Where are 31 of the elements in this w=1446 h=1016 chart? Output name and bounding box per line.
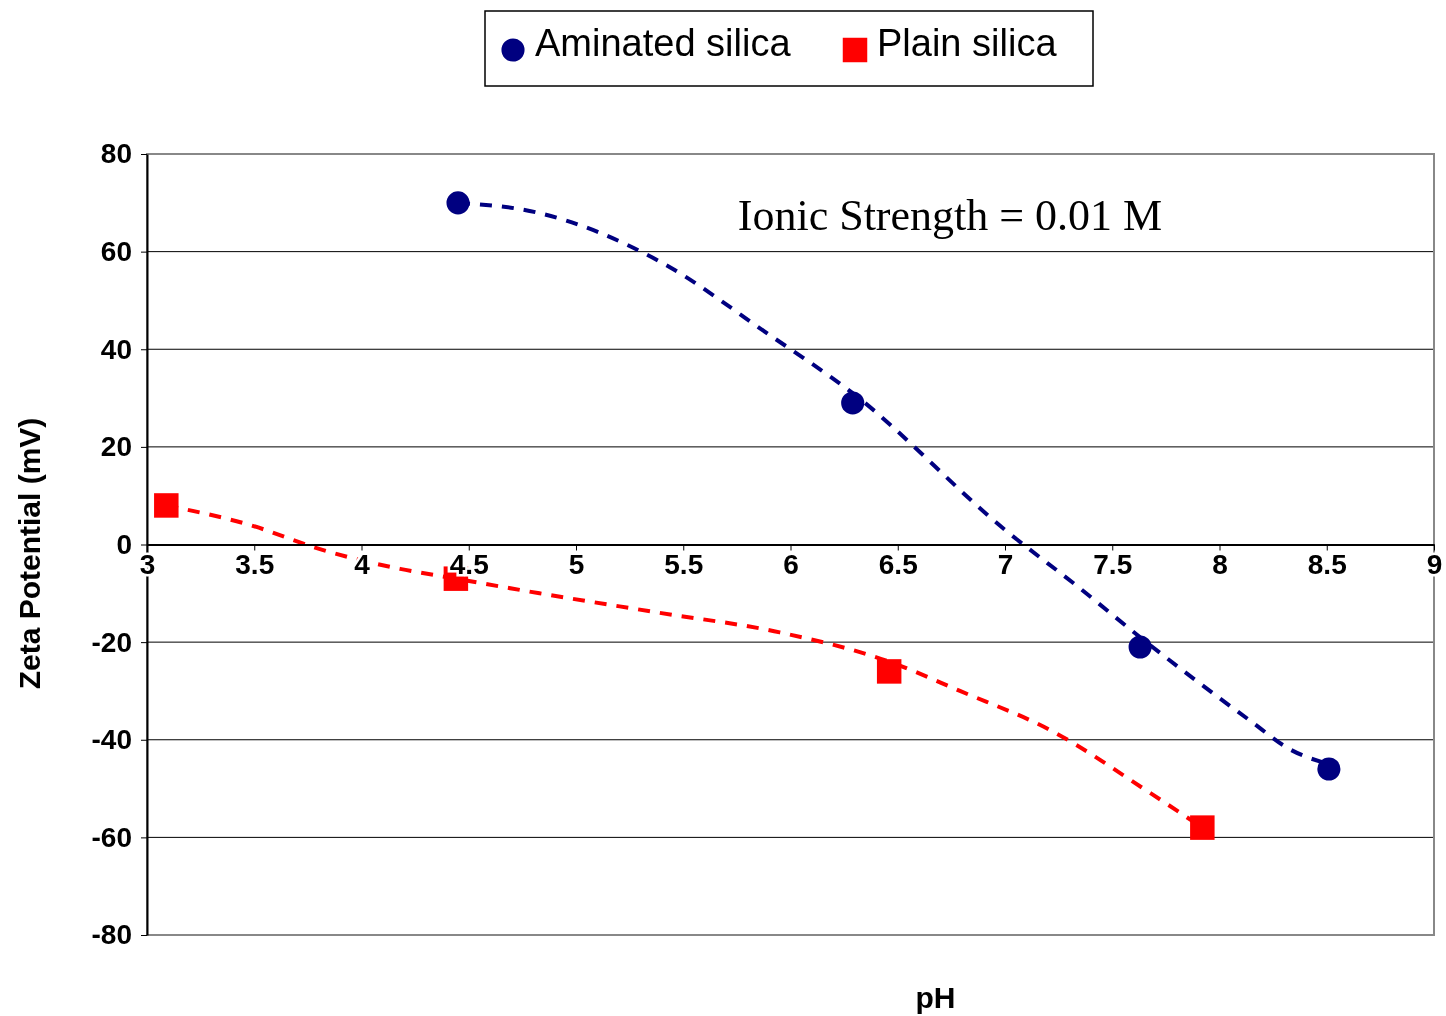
x-tick-label: 7.5 <box>1093 548 1133 580</box>
x-tick-label: 5 <box>568 548 585 580</box>
x-tick-label: 7 <box>997 548 1014 580</box>
y-tick-label: -80 <box>91 919 132 951</box>
legend-label: Plain silica <box>877 22 1058 64</box>
point <box>876 659 902 684</box>
point <box>1190 815 1215 840</box>
y-tick-label: -20 <box>91 626 132 658</box>
point <box>1128 635 1152 659</box>
x-tick-label: 5.5 <box>664 548 704 580</box>
x-tick-label: 6 <box>783 548 799 580</box>
y-tick-label: -40 <box>91 724 132 756</box>
point <box>154 493 179 518</box>
point <box>1317 757 1341 781</box>
x-tick-label: 4.5 <box>449 548 489 580</box>
x-axis-title: pH <box>915 981 956 1014</box>
y-axis-title: Zeta Potential (mV) <box>13 417 46 690</box>
x-tick-label: 9 <box>1426 548 1443 580</box>
y-tick-label: 60 <box>100 236 132 268</box>
y-tick-label: 0 <box>116 528 132 560</box>
x-tick-label: 6.5 <box>878 548 918 580</box>
point <box>841 391 865 415</box>
annotation: Ionic Strength = 0.01 M <box>737 191 1163 240</box>
y-tick-label: -60 <box>91 821 132 853</box>
x-tick-label: 8.5 <box>1307 548 1347 580</box>
x-tick-label: 3.5 <box>235 548 275 580</box>
x-tick-label: 8 <box>1212 548 1228 580</box>
y-tick-label: 80 <box>100 138 132 170</box>
y-tick-label: 20 <box>100 431 132 463</box>
legend-label: Aminated silica <box>535 22 792 64</box>
y-tick-label: 40 <box>100 333 132 365</box>
